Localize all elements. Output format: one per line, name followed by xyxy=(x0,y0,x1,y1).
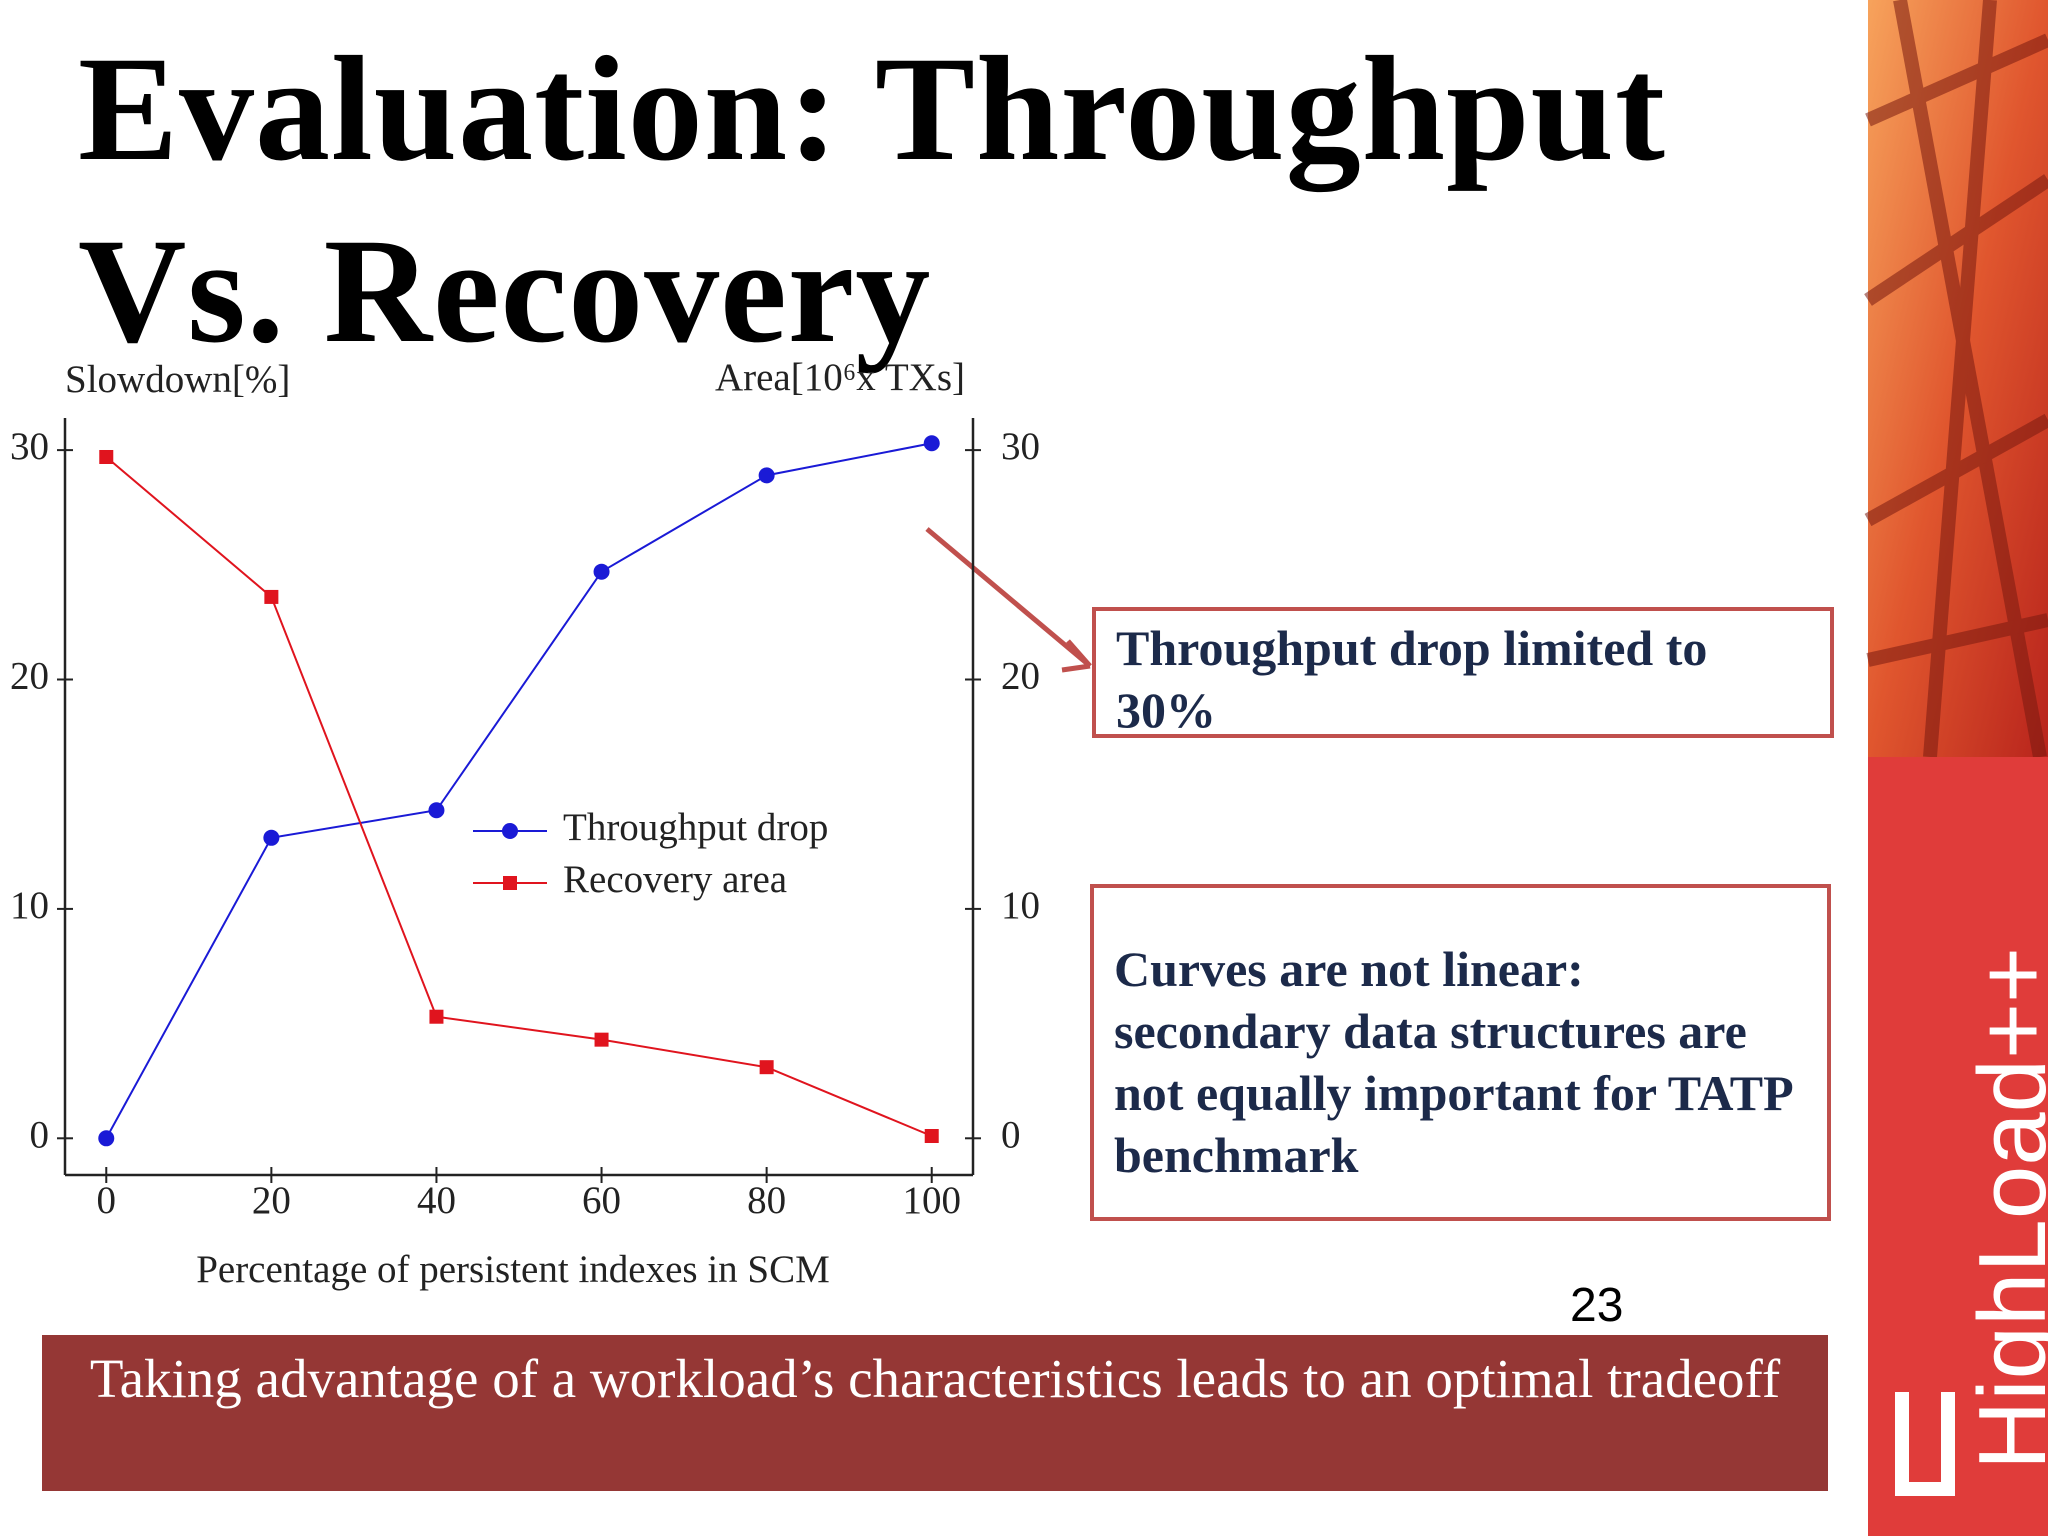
y-tick-label: 0 xyxy=(30,1113,50,1156)
x-axis-label: Percentage of persistent indexes in SCM xyxy=(196,1248,830,1291)
legend-label: Recovery area xyxy=(563,858,787,901)
y2-tick-label: 20 xyxy=(1001,654,1040,697)
y-tick-label: 20 xyxy=(10,654,49,697)
x-tick-label: 0 xyxy=(97,1179,117,1222)
data-point xyxy=(594,1032,609,1047)
data-point xyxy=(759,1060,774,1075)
y2-tick-label: 30 xyxy=(1001,425,1040,468)
data-point xyxy=(264,589,279,604)
data-point xyxy=(428,802,445,819)
y-axis-label: Slowdown[%] xyxy=(65,358,290,401)
series-line xyxy=(105,442,932,1139)
data-point xyxy=(923,435,940,452)
data-point xyxy=(429,1009,444,1024)
data-point xyxy=(924,1129,939,1144)
callout: Throughput drop limited to 30% xyxy=(1092,607,1834,738)
y-tick-label: 30 xyxy=(10,425,49,468)
x-tick-label: 40 xyxy=(417,1179,456,1222)
data-point xyxy=(758,467,775,484)
arrow xyxy=(925,527,1092,668)
callout: Curves are not linear: secondary data st… xyxy=(1090,884,1831,1221)
slide-title: Evaluation: Throughput Vs. Recovery xyxy=(78,26,1666,374)
side-lines xyxy=(1864,0,2048,759)
footer-banner: Taking advantage of a workload’s charact… xyxy=(42,1335,1828,1491)
legend-marker xyxy=(503,876,517,890)
logo-icon xyxy=(1895,1392,1955,1496)
data-point xyxy=(99,449,114,464)
data-point xyxy=(98,1130,115,1147)
x-tick-label: 20 xyxy=(252,1179,291,1222)
legend-label: Throughput drop xyxy=(563,806,828,849)
data-point xyxy=(263,829,280,846)
x-tick-label: 80 xyxy=(747,1179,786,1222)
y2-tick-label: 0 xyxy=(1001,1113,1021,1156)
x-tick-label: 100 xyxy=(902,1179,961,1222)
page-number: 23 xyxy=(1570,1279,1624,1332)
x-tick-label: 60 xyxy=(582,1179,621,1222)
arrow-head xyxy=(1061,639,1092,673)
logo: HighLoad++ xyxy=(1959,946,2048,1470)
y-tick-label: 10 xyxy=(10,884,49,927)
data-point xyxy=(593,563,610,580)
y2-axis-label: Area[10⁶x TXs] xyxy=(715,356,965,399)
y2-tick-label: 10 xyxy=(1001,884,1040,927)
legend-marker xyxy=(502,823,518,839)
series-line xyxy=(105,456,933,1137)
